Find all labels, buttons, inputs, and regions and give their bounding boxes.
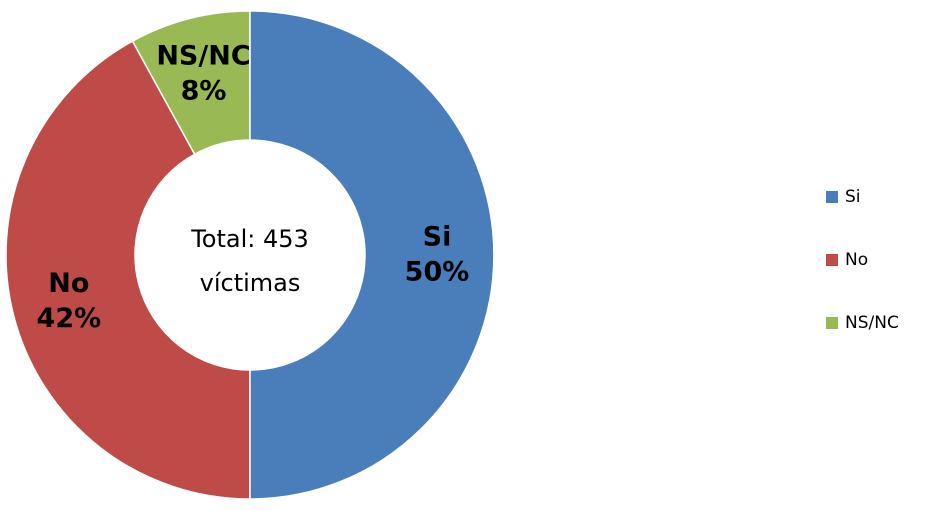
segment-value: 8% [181,75,227,106]
legend-swatch [826,317,838,329]
legend-swatch [826,254,838,266]
donut-segment [249,10,495,500]
segment-category: NS/NC [156,40,250,71]
donut-segment [5,40,251,500]
segment-category: Si [423,222,452,253]
center-text: Total: 453 [190,225,309,253]
center-text: víctimas [200,269,301,297]
legend-label: Si [845,187,861,207]
segment-category: No [48,268,89,299]
legend-label: No [845,250,868,270]
segment-value: 50% [405,257,470,288]
segment-value: 42% [37,303,102,334]
legend-swatch [826,191,838,203]
legend-label: NS/NC [845,313,899,333]
